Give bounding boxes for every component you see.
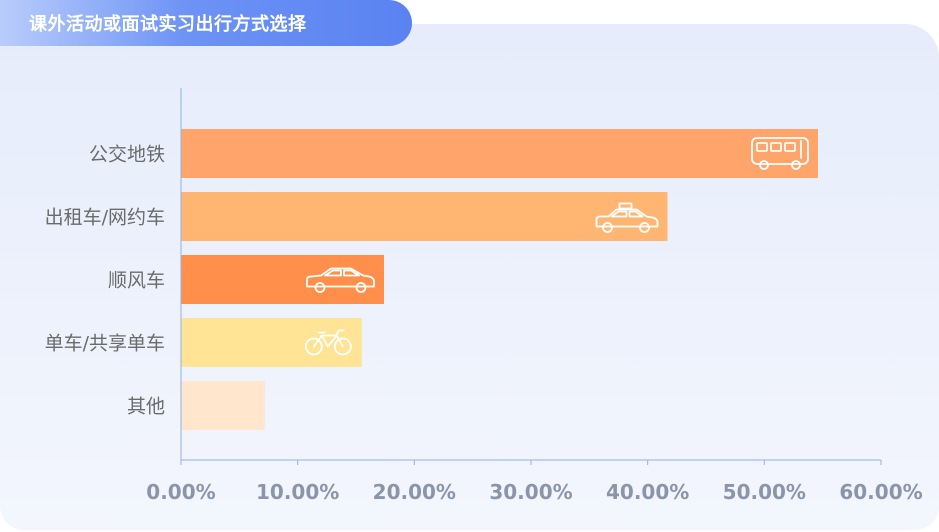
bar-3 xyxy=(181,318,362,367)
category-label: 出租车/网约车 xyxy=(45,207,165,229)
x-tick-label: 40.00% xyxy=(606,480,689,504)
x-tick-label: 20.00% xyxy=(373,480,456,504)
category-label: 公交地铁 xyxy=(89,144,165,166)
category-label: 顺风车 xyxy=(108,270,165,292)
category-label: 单车/共享单车 xyxy=(45,333,165,355)
chart-panel xyxy=(0,24,939,530)
x-tick-label: 30.00% xyxy=(489,480,572,504)
bar-1 xyxy=(181,192,668,241)
x-tick-label: 0.00% xyxy=(146,480,215,504)
bar-4 xyxy=(181,381,265,430)
x-tick-label: 60.00% xyxy=(839,480,922,504)
chart-title: 课外活动或面试实习出行方式选择 xyxy=(29,14,307,35)
category-label: 其他 xyxy=(127,396,165,418)
title-tab: 课外活动或面试实习出行方式选择 xyxy=(0,0,412,46)
x-tick-label: 10.00% xyxy=(256,480,339,504)
x-tick-label: 50.00% xyxy=(723,480,806,504)
bar-2 xyxy=(181,255,384,304)
bar-0 xyxy=(181,129,818,178)
